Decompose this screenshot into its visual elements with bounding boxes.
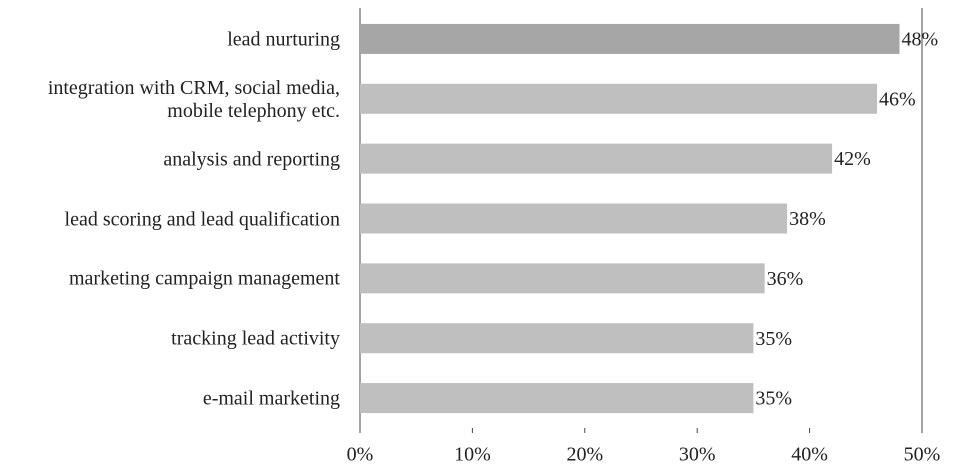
x-tick-label: 10%: [454, 444, 491, 466]
x-tick-label: 0%: [347, 444, 374, 466]
bar: [360, 263, 765, 294]
x-tick-label: 20%: [566, 444, 603, 466]
data-label: 35%: [755, 328, 792, 350]
bar: [360, 143, 833, 174]
bar: [360, 383, 754, 414]
bar: [360, 23, 900, 54]
category-label: marketing campaign management: [68, 267, 340, 290]
data-label: 38%: [789, 208, 826, 230]
data-label: 35%: [755, 388, 792, 410]
bar: [360, 83, 878, 114]
category-label: lead scoring and lead qualification: [64, 208, 340, 230]
data-label: 48%: [902, 29, 939, 51]
bar: [360, 323, 754, 354]
category-label: integration with CRM, social media, mobi…: [47, 76, 340, 122]
category-label: e-mail marketing: [202, 387, 340, 410]
x-tick-label: 40%: [791, 444, 828, 466]
data-label: 36%: [767, 268, 804, 290]
data-label: 42%: [834, 148, 871, 170]
x-tick-label: 50%: [904, 444, 941, 466]
category-label: tracking lead activity: [171, 327, 340, 350]
category-label: analysis and reporting: [163, 148, 340, 171]
x-tick-label: 30%: [679, 444, 716, 466]
category-label: lead nurturing: [227, 28, 340, 51]
data-label: 46%: [879, 88, 916, 110]
bar: [360, 203, 788, 234]
